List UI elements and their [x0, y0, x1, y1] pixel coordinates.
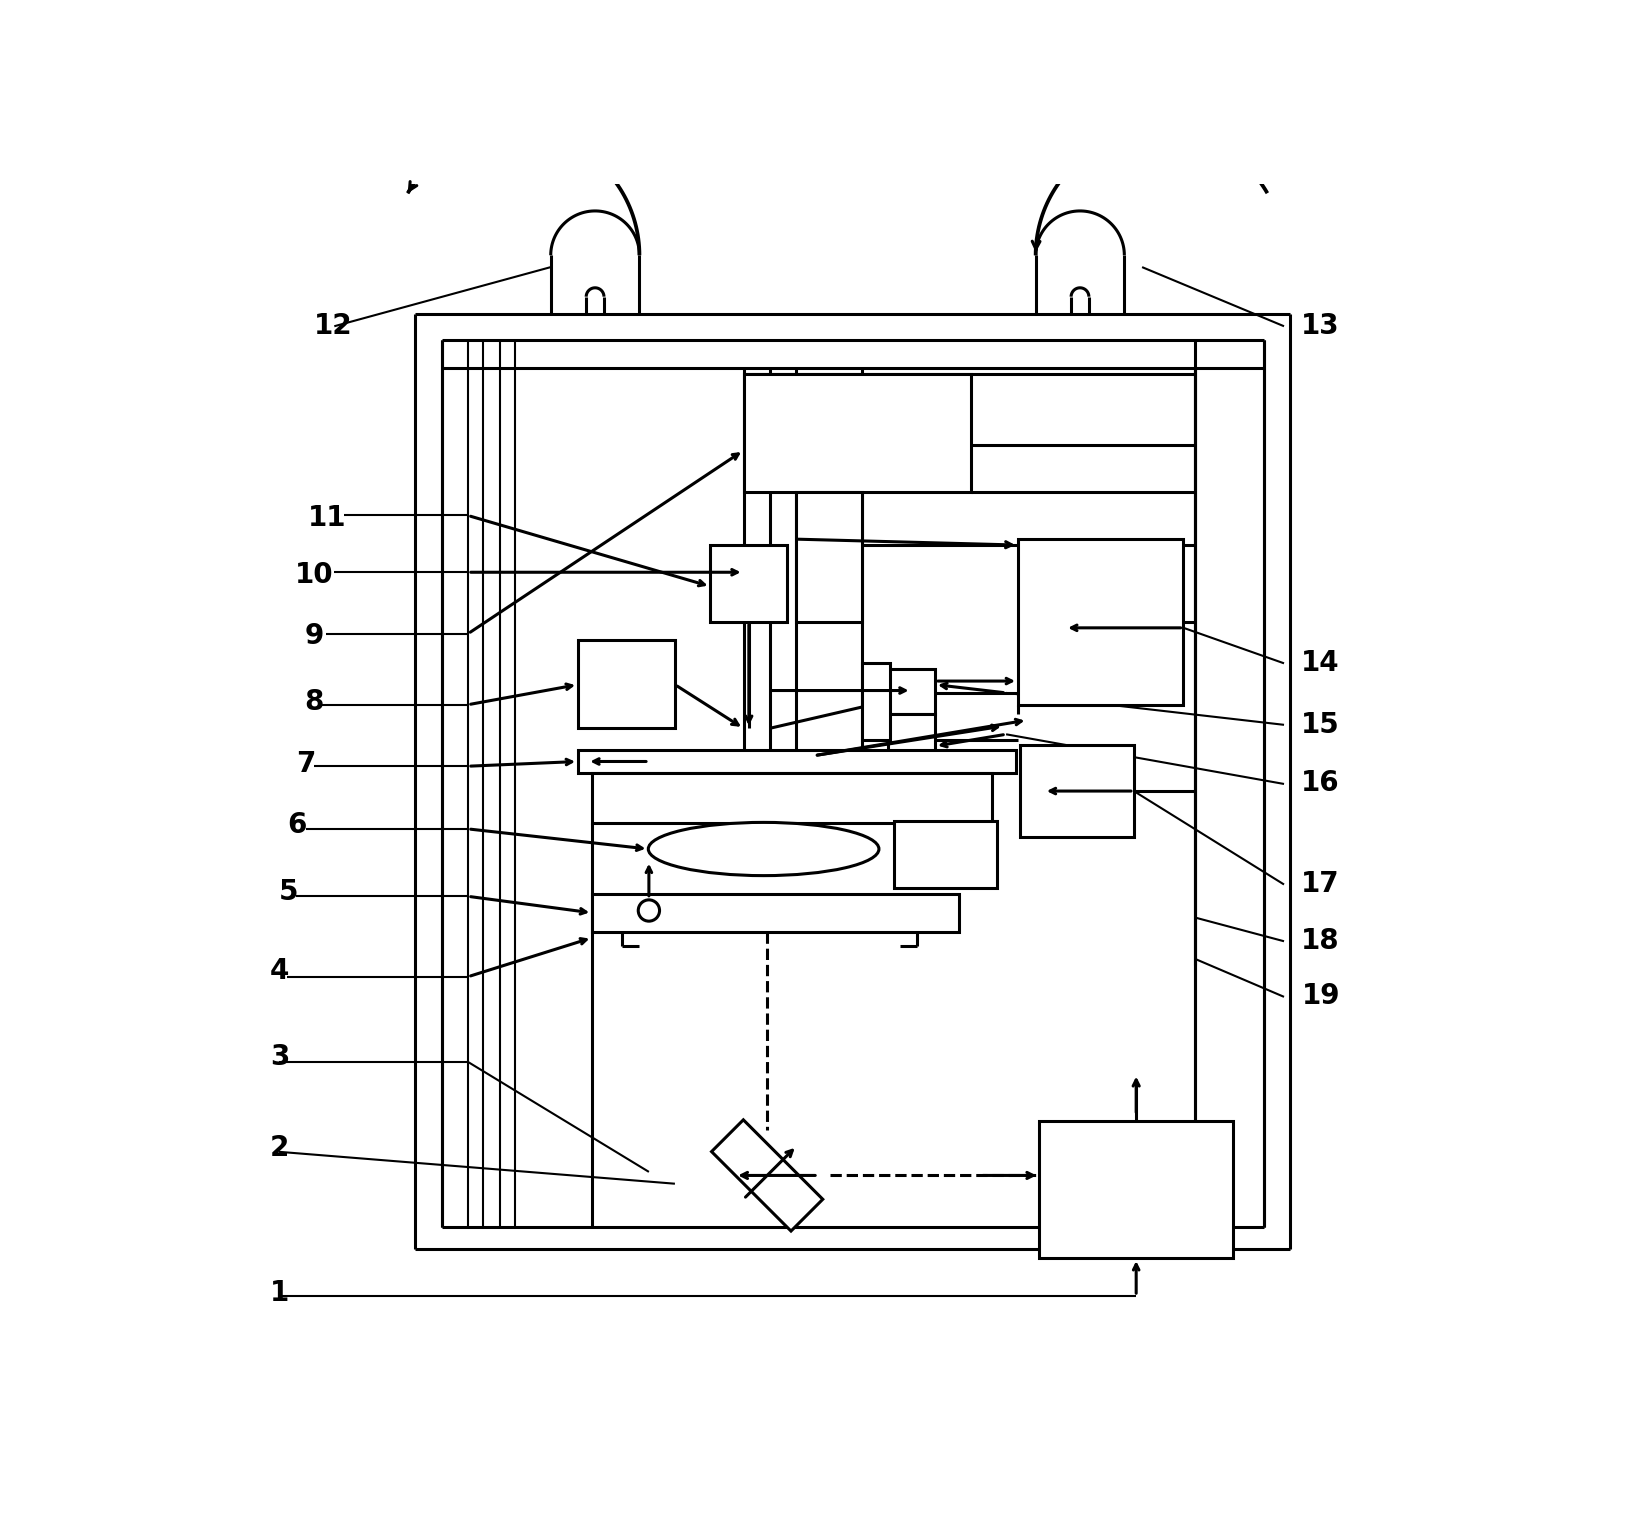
Circle shape [638, 900, 659, 922]
Bar [577, 750, 1015, 773]
Bar [1019, 745, 1133, 837]
Text: 4: 4 [270, 957, 290, 985]
Bar [592, 773, 992, 823]
Text: 6: 6 [287, 811, 306, 839]
Text: 10: 10 [295, 561, 333, 588]
Text: 8: 8 [305, 688, 323, 716]
Text: 11: 11 [308, 504, 346, 531]
Text: 13: 13 [1301, 312, 1339, 341]
Bar [710, 545, 787, 622]
Ellipse shape [647, 822, 879, 876]
Text: 15: 15 [1300, 711, 1339, 739]
Text: 18: 18 [1301, 928, 1339, 955]
Text: 2: 2 [270, 1134, 290, 1163]
Text: 14: 14 [1301, 650, 1339, 677]
Text: 9: 9 [305, 622, 323, 650]
Text: 1: 1 [270, 1278, 290, 1307]
Bar [577, 639, 675, 728]
Bar [795, 492, 860, 622]
Text: 7: 7 [297, 750, 315, 777]
Bar [893, 820, 997, 888]
Text: 19: 19 [1301, 982, 1339, 1009]
Text: 3: 3 [270, 1043, 290, 1071]
Polygon shape [711, 1120, 823, 1230]
Bar [887, 714, 934, 763]
Text: 17: 17 [1301, 871, 1339, 899]
Bar [860, 664, 890, 740]
Bar [1018, 539, 1183, 705]
Text: 16: 16 [1301, 770, 1339, 797]
Text: 12: 12 [313, 312, 352, 341]
Bar [887, 670, 934, 714]
Bar [1039, 1121, 1233, 1258]
Text: 5: 5 [279, 877, 298, 906]
Bar [742, 373, 970, 492]
Bar [592, 894, 959, 932]
